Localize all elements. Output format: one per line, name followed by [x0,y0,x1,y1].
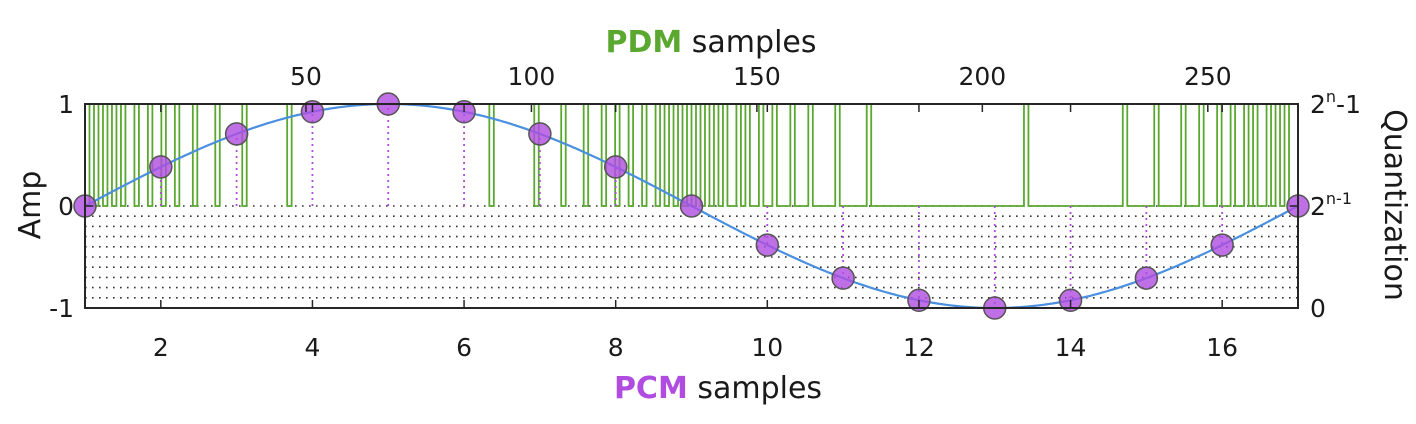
y2-axis-label: Quantization [1377,109,1412,301]
pcm-point [831,266,855,290]
top-tick-label: 200 [958,62,1006,91]
quantization-grid [85,205,1298,309]
bottom-tick-label: 14 [1055,333,1087,362]
pcm-point [1134,266,1159,290]
bottom-tick-label: 16 [1206,333,1238,362]
left-tick-label: 1 [58,90,74,119]
left-tick-label: 0 [58,192,74,221]
top-axis-label-prefix: PDM [606,25,683,60]
top-tick-label: 250 [1184,62,1232,91]
pcm-point [224,122,249,146]
bottom-axis-label: PCM samples [614,371,822,406]
top-tick-label: 100 [508,62,556,91]
pcm-point [149,155,173,179]
bottom-axis-label-prefix: PCM [614,371,688,406]
right-tick-label: 0 [1310,294,1326,323]
pdm-series [85,103,1298,207]
bottom-tick-label: 12 [903,333,935,362]
pcm-point [755,233,780,257]
bottom-axis-label-suffix: samples [688,371,822,406]
y-axis-label: Amp [13,171,48,240]
pcm-point [679,194,704,218]
pcm-point [1210,233,1234,257]
top-axis-label-suffix: samples [682,25,816,60]
pcm-stems [159,104,1224,308]
right-tick-label: 2n-1 [1310,87,1361,119]
left-tick-label: -1 [49,294,74,323]
pcm-point [528,122,552,146]
bottom-tick-label: 8 [608,333,624,362]
pcm-point [603,155,628,179]
right-tick-label: 2n-1 [1310,189,1352,221]
bottom-tick-label: 10 [751,333,783,362]
pdm-square-wave [85,103,1298,207]
bottom-tick-label: 2 [153,333,169,362]
top-tick-label: 50 [290,62,322,91]
top-tick-label: 150 [733,62,781,91]
top-axis-label: PDM samples [606,25,817,60]
bottom-tick-label: 6 [456,333,472,362]
bottom-tick-label: 4 [304,333,320,362]
